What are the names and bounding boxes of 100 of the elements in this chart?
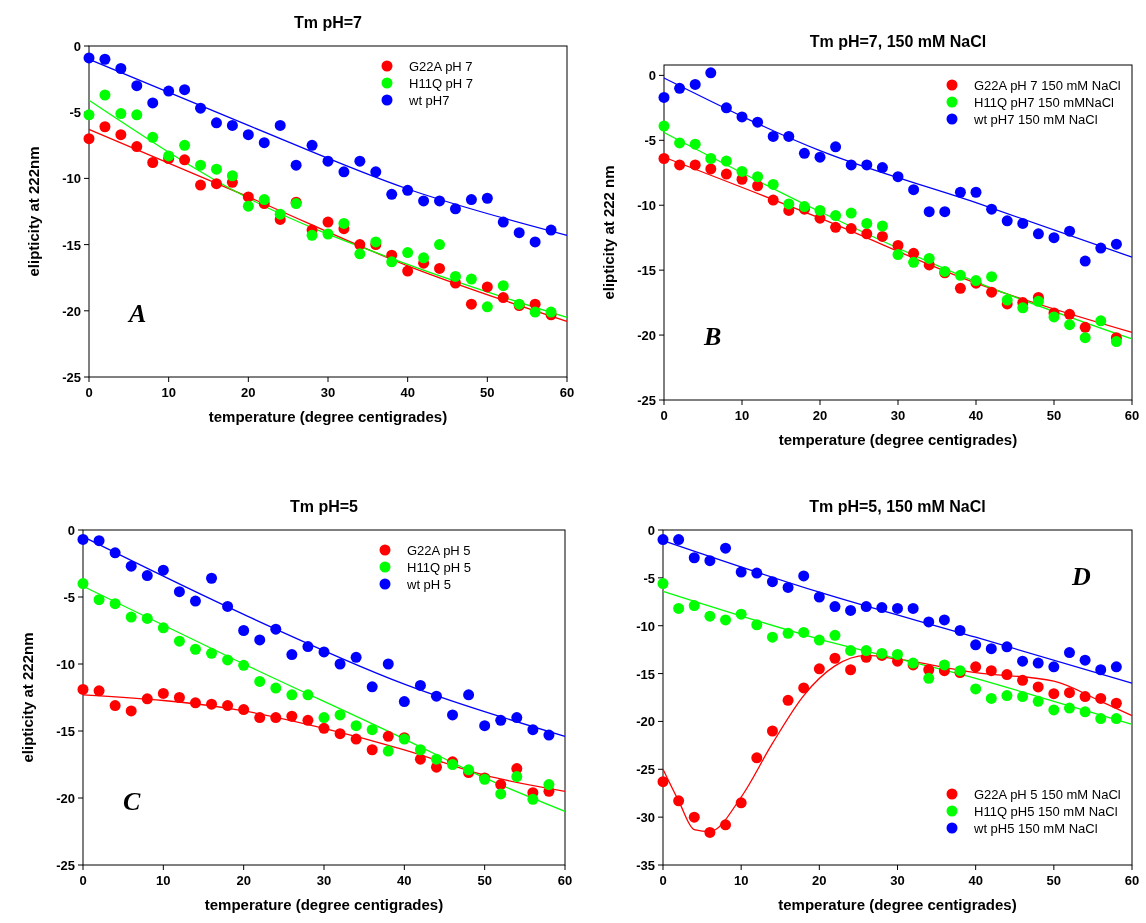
- point: [657, 578, 669, 590]
- point: [861, 217, 873, 229]
- line-series: [662, 590, 1133, 725]
- point: [147, 131, 159, 143]
- point: [495, 788, 507, 800]
- point: [1095, 692, 1107, 704]
- point: [529, 306, 541, 318]
- point: [892, 249, 904, 261]
- point: [1110, 238, 1122, 250]
- point: [543, 779, 555, 791]
- point: [658, 91, 670, 103]
- point: [222, 600, 234, 612]
- point: [318, 712, 330, 724]
- point: [481, 281, 493, 293]
- point: [179, 139, 191, 151]
- y-tick-label: -15: [637, 263, 656, 279]
- point: [302, 714, 314, 726]
- point: [157, 564, 169, 576]
- point: [109, 700, 121, 712]
- point: [876, 230, 888, 242]
- point: [783, 198, 795, 210]
- point: [302, 641, 314, 653]
- point: [141, 693, 153, 705]
- y-tick-label: -5: [643, 570, 655, 586]
- point: [497, 292, 509, 304]
- annotation: C: [123, 787, 141, 816]
- legend-label: wt pH 5: [406, 577, 452, 592]
- point: [970, 186, 982, 198]
- point: [179, 154, 191, 166]
- point: [1001, 690, 1013, 702]
- point: [481, 301, 493, 313]
- point: [465, 273, 477, 285]
- point: [274, 119, 286, 131]
- y-axis-title: elipticity at 222nm: [25, 146, 42, 277]
- x-tick-label: 0: [659, 873, 667, 888]
- point: [1079, 332, 1091, 344]
- point: [860, 601, 872, 613]
- point: [923, 252, 935, 264]
- point: [814, 204, 826, 216]
- point: [736, 111, 748, 123]
- point: [938, 659, 950, 671]
- point: [131, 109, 143, 121]
- point: [434, 195, 446, 207]
- point: [338, 217, 350, 229]
- point: [222, 700, 234, 712]
- point: [238, 659, 250, 671]
- point: [430, 690, 442, 702]
- point: [829, 629, 841, 641]
- x-tick-label: 60: [557, 873, 573, 888]
- x-axis-title: temperature (degree centigrades): [208, 408, 448, 425]
- point: [658, 120, 670, 132]
- point: [1110, 336, 1122, 348]
- x-tick-label: 30: [890, 873, 905, 888]
- point: [735, 797, 747, 809]
- point: [1110, 661, 1122, 673]
- point: [813, 663, 825, 675]
- x-tick-label: 50: [1046, 873, 1062, 888]
- x-tick-label: 10: [734, 408, 750, 423]
- point: [125, 611, 137, 623]
- point: [226, 170, 238, 182]
- point: [322, 216, 334, 228]
- point: [163, 85, 175, 97]
- point: [147, 97, 159, 109]
- y-tick-label: -25: [62, 370, 81, 385]
- point: [414, 679, 426, 691]
- x-tick-label: 20: [812, 873, 827, 888]
- point: [513, 227, 525, 239]
- point: [1110, 713, 1122, 725]
- point: [1110, 697, 1122, 709]
- point: [923, 616, 935, 628]
- point: [1032, 681, 1044, 693]
- point: [704, 610, 716, 622]
- point: [1017, 217, 1029, 229]
- y-tick-label: -5: [63, 590, 75, 605]
- point: [173, 692, 185, 703]
- point: [752, 180, 764, 192]
- x-tick-label: 50: [480, 385, 495, 400]
- point: [720, 614, 732, 626]
- point: [366, 744, 378, 756]
- point: [350, 720, 362, 732]
- point: [1048, 704, 1060, 716]
- point: [1001, 641, 1013, 653]
- point: [830, 221, 842, 233]
- x-tick-label: 60: [1124, 408, 1140, 423]
- point: [210, 117, 222, 129]
- point: [798, 626, 810, 638]
- point: [1095, 713, 1107, 725]
- point: [242, 191, 254, 203]
- point: [286, 689, 298, 701]
- point: [1079, 654, 1091, 666]
- point: [813, 591, 825, 603]
- point: [688, 811, 700, 823]
- point: [109, 598, 121, 610]
- point: [892, 648, 903, 660]
- point: [449, 203, 461, 215]
- point: [752, 171, 764, 183]
- point: [861, 228, 873, 240]
- point: [705, 152, 717, 164]
- point: [688, 600, 700, 612]
- point: [674, 159, 686, 171]
